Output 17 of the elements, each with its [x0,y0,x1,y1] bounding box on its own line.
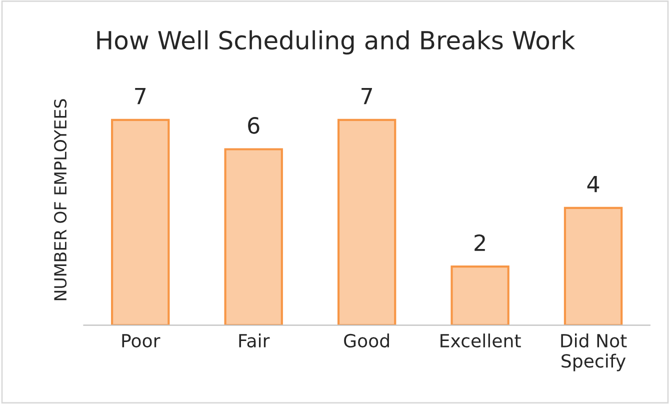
x-tick-label: Good [344,334,389,348]
data-label: 4 [587,176,600,192]
data-label: 7 [362,88,372,104]
bar [337,118,396,326]
x-tick-label: Fair [239,334,270,348]
bar [224,148,283,326]
x-tick-label: Poor [122,334,160,348]
chart-title: How Well Scheduling and Breaks Work [97,30,576,54]
data-label: 2 [474,234,485,251]
data-label: 7 [135,88,146,104]
x-tick-label: Did Not Specify [561,334,627,372]
bar [450,266,510,326]
x-tick-label: Excellent [440,334,521,348]
bar [111,118,170,326]
bar [564,206,623,326]
y-axis-title: NUMBER OF EMPLOYEES [54,99,67,300]
data-label: 6 [248,117,260,134]
